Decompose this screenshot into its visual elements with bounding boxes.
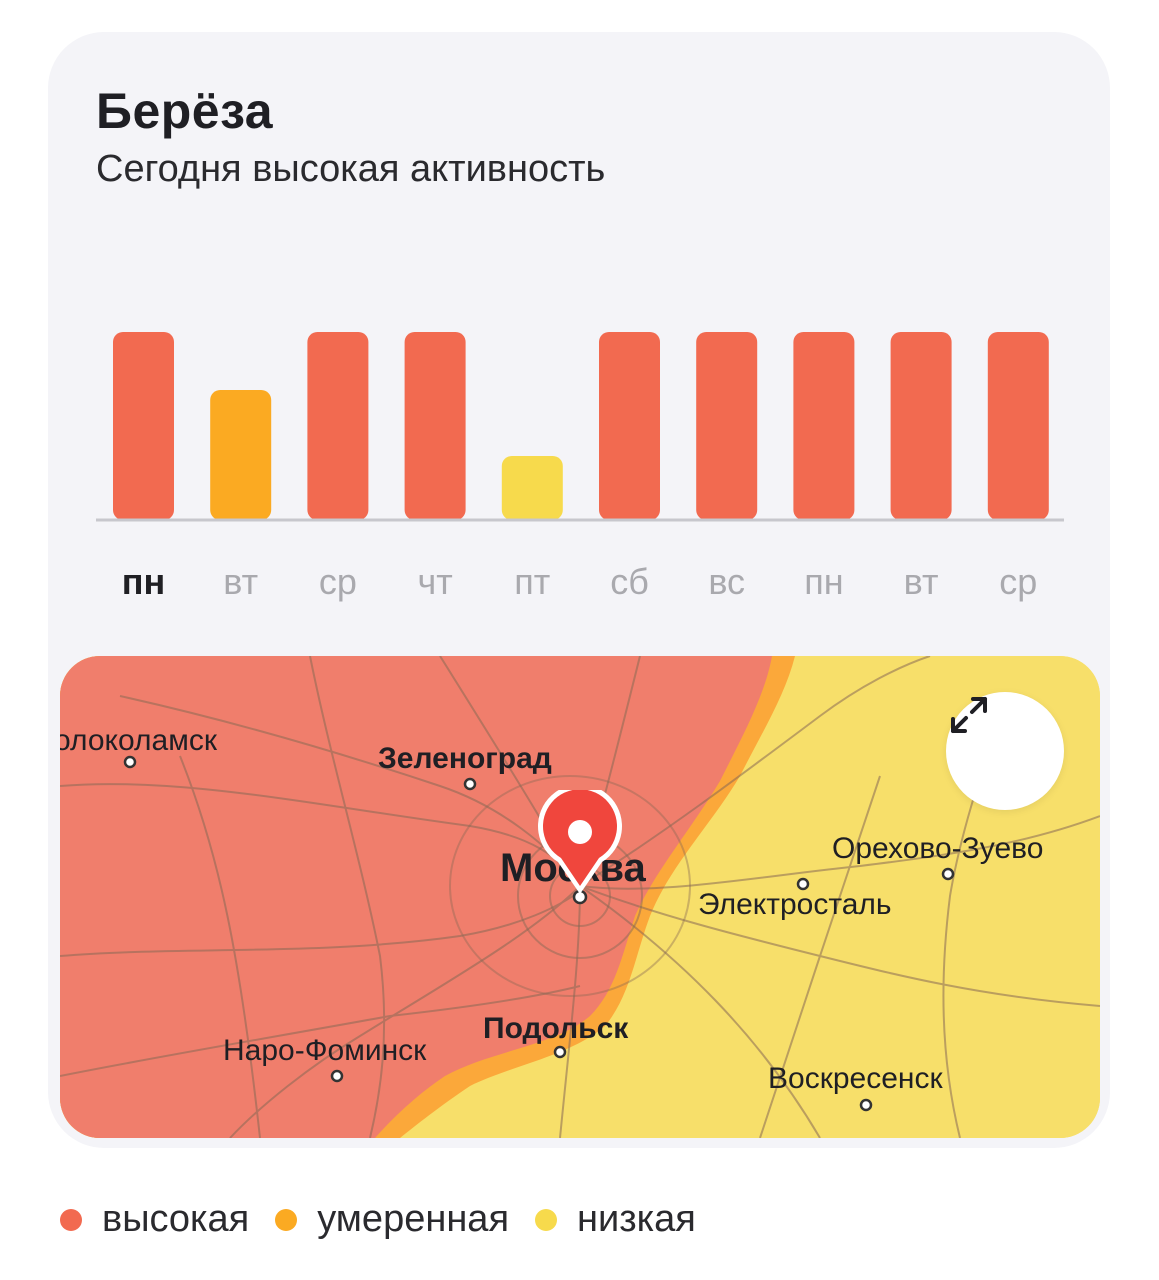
city-label-voskresensk: Воскресенск bbox=[768, 1062, 943, 1095]
page-title: Берёза bbox=[96, 83, 274, 139]
day-label-9[interactable]: ср bbox=[999, 561, 1037, 602]
bar-ср-9[interactable] bbox=[987, 332, 1049, 520]
activity-subtitle: Сегодня высокая активность bbox=[96, 148, 606, 190]
legend-item-low: низкая bbox=[535, 1198, 696, 1241]
day-label-1[interactable]: вт bbox=[223, 561, 258, 602]
legend-dot-low bbox=[535, 1208, 558, 1231]
city-dot-voskresensk bbox=[859, 1098, 873, 1112]
legend-item-high: высокая bbox=[60, 1198, 249, 1241]
bar-пн-7[interactable] bbox=[793, 332, 855, 520]
day-label-3[interactable]: чт bbox=[417, 561, 452, 602]
expand-arrows-icon bbox=[951, 697, 987, 733]
activity-legend: высокая умеренная низкая bbox=[60, 1198, 722, 1241]
bar-чт-3[interactable] bbox=[404, 332, 466, 520]
day-label-2[interactable]: ср bbox=[319, 561, 357, 602]
bar-ср-2[interactable] bbox=[307, 332, 369, 520]
day-label-6[interactable]: вс bbox=[708, 561, 745, 602]
day-label-8[interactable]: вт bbox=[904, 561, 939, 602]
city-dot-zelenograd bbox=[463, 777, 477, 791]
high-zone bbox=[60, 656, 772, 1138]
city-label-podolsk: Подольск bbox=[483, 1012, 629, 1045]
city-dot-podolsk bbox=[553, 1045, 567, 1059]
city-dot-naro bbox=[330, 1069, 344, 1083]
legend-item-moderate: умеренная bbox=[275, 1198, 509, 1241]
expand-map-button[interactable] bbox=[946, 692, 1064, 810]
city-label-naro: Наро-Фоминск bbox=[223, 1034, 427, 1067]
legend-label-high: высокая bbox=[102, 1198, 250, 1240]
city-dot-orekhovo bbox=[941, 867, 955, 881]
city-label-volokolamsk: олоколамск bbox=[60, 724, 217, 757]
bar-сб-5[interactable] bbox=[599, 332, 660, 520]
day-label-7[interactable]: пн bbox=[804, 561, 843, 602]
city-dot-volokolamsk bbox=[123, 755, 137, 769]
city-label-zelenograd: Зеленоград bbox=[378, 742, 552, 775]
bar-пт-4[interactable] bbox=[501, 456, 563, 520]
legend-label-moderate: умеренная bbox=[317, 1198, 510, 1240]
bar-пн-0[interactable] bbox=[113, 332, 174, 520]
map-canvas bbox=[60, 656, 1100, 1138]
city-label-elektrostal: Электросталь bbox=[698, 888, 892, 921]
legend-dot-high bbox=[60, 1208, 82, 1231]
bar-вт-1[interactable] bbox=[210, 390, 272, 520]
bar-вс-6[interactable] bbox=[696, 332, 758, 520]
day-label-0[interactable]: пн bbox=[122, 561, 166, 602]
legend-label-low: низкая bbox=[577, 1198, 696, 1240]
legend-dot-moderate bbox=[275, 1208, 298, 1231]
bar-вт-8[interactable] bbox=[890, 332, 952, 520]
city-dot-elektrostal bbox=[796, 877, 810, 891]
city-label-orekhovo: Орехово-Зуево bbox=[832, 832, 1044, 865]
day-label-5[interactable]: сб bbox=[610, 561, 649, 602]
day-label-4[interactable]: пт bbox=[514, 561, 550, 602]
pollen-map[interactable]: олоколамск Зеленоград Москва Орехово-Зуе… bbox=[60, 656, 1100, 1138]
